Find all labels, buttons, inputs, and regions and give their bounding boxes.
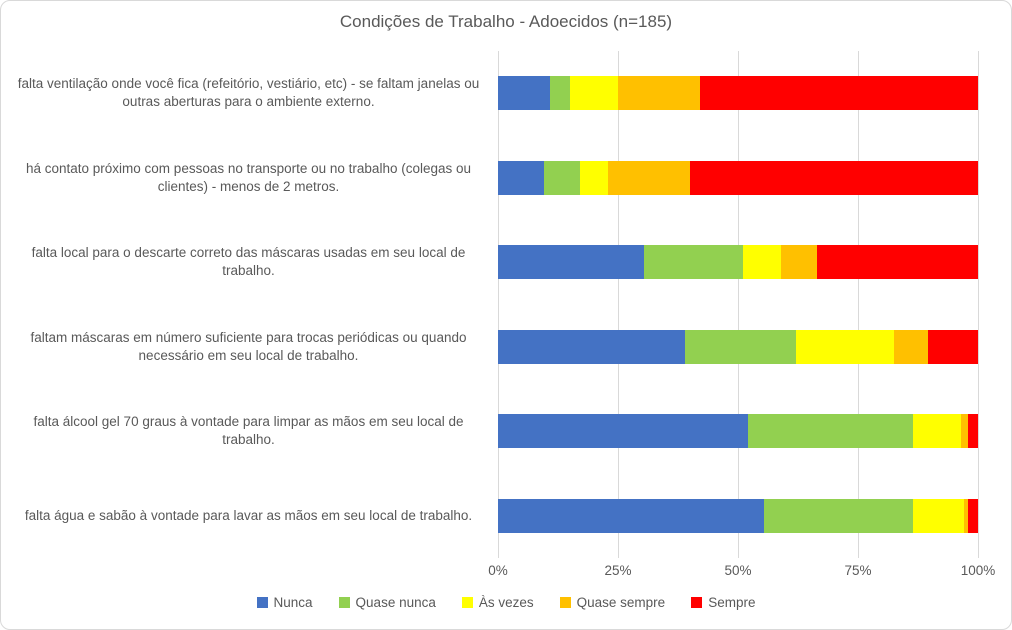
bar-segment [764,498,914,533]
bar-row [498,329,978,364]
gridline [618,51,619,558]
x-tick: 25% [604,563,632,578]
bar-rows [498,51,978,558]
bar-segment [817,245,978,280]
bar-segment [498,160,544,195]
gridline [858,51,859,558]
bar-segment [963,498,969,533]
bar-segment [699,76,978,111]
bar-segment [498,329,686,364]
x-tick: 50% [724,563,752,578]
category-axis: falta ventilação onde você fica (refeitó… [7,51,490,558]
category-label: falta álcool gel 70 graus à vontade para… [33,414,464,448]
bar-segment [685,329,796,364]
bar-row [498,414,978,449]
bar-row [498,160,978,195]
bar-segment [498,414,748,449]
legend-label: Às vezes [478,595,534,610]
x-tick: 100% [960,563,996,578]
bar-segment [498,245,645,280]
bar-segment [742,245,782,280]
bar-segment [617,76,700,111]
bar-segment [968,498,978,533]
chart-title: Condições de Trabalho - Adoecidos (n=185… [339,12,673,31]
bar-segment [498,498,765,533]
category-label: falta ventilação onde você fica (refeitó… [17,76,480,110]
legend-item: Às vezes [461,595,534,610]
bar-segment [549,76,570,111]
bar-segment [498,76,550,111]
bar-segment [781,245,818,280]
bar-segment [913,498,964,533]
legend-swatch-sempre [691,597,703,608]
legend-item: Quase nunca [338,595,436,610]
legend-label: Quase nunca [355,595,436,610]
bar-segment [961,414,969,449]
category-label: faltam máscaras em número suficiente par… [30,329,467,363]
bar-segment [644,245,743,280]
legend-swatch-as-vezes [461,597,473,608]
bar-row [498,245,978,280]
category-label: falta local para o descarte correto das … [31,245,466,279]
legend-swatch-quase-sempre [559,597,571,608]
bar-segment [569,76,618,111]
bar-segment [968,414,978,449]
gridline [498,51,499,558]
gridline [738,51,739,558]
legend: Nunca Quase nunca Às vezes Quase sempre … [1,595,1011,610]
category-label: falta água e sabão à vontade para lavar … [24,507,473,523]
legend-item: Quase sempre [559,595,666,610]
legend-swatch-nunca [256,597,268,608]
x-axis: 0% 25% 50% 75% 100% [488,563,995,581]
bar-segment [543,160,580,195]
bar-segment [927,329,978,364]
bar-row [498,498,978,533]
bar-segment [608,160,690,195]
legend-swatch-quase-nunca [338,597,350,608]
bar-segment [579,160,609,195]
bar-row [498,76,978,111]
x-tick: 0% [488,563,508,578]
category-label: há contato próximo com pessoas no transp… [25,160,472,194]
plot-area [498,51,979,558]
legend-item: Nunca [256,595,313,610]
bar-segment [913,414,962,449]
bar-segment [689,160,978,195]
bar-segment [795,329,894,364]
x-tick: 75% [844,563,872,578]
gridline [978,51,979,558]
legend-label: Quase sempre [576,595,666,610]
bar-segment [893,329,928,364]
legend-label: Sempre [708,595,756,610]
legend-item: Sempre [691,595,755,610]
bar-segment [747,414,914,449]
legend-label: Nunca [273,595,313,610]
